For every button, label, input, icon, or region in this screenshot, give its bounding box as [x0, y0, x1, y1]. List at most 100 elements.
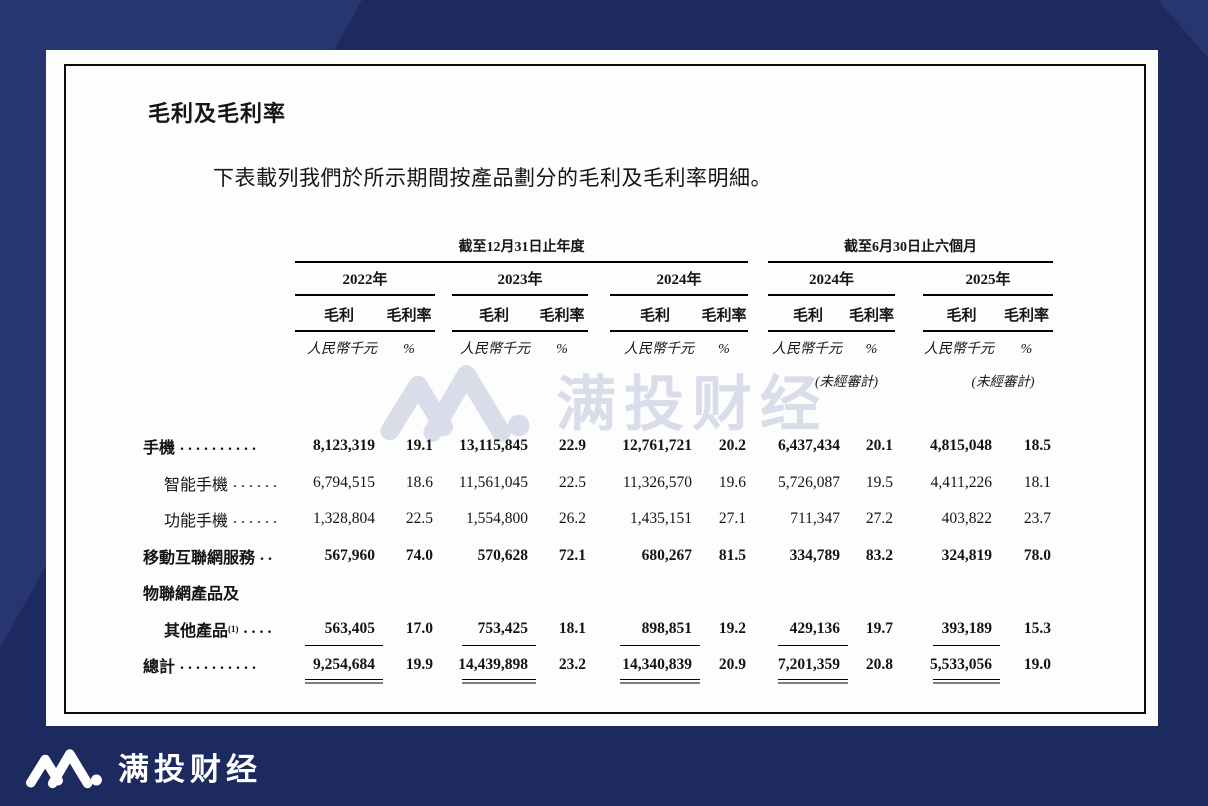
row-label: 物聯網產品及 — [143, 586, 240, 604]
unit-label-percent: % — [1020, 342, 1033, 357]
unit-label-percent: % — [865, 342, 878, 357]
gross-profit-value: 403,822 — [941, 510, 992, 528]
gross-margin-value: 19.7 — [865, 619, 893, 637]
gross-margin-value: 83.2 — [865, 546, 893, 564]
col-header-margin: 毛利率 — [700, 296, 748, 332]
unit-label-percent: % — [556, 342, 568, 357]
unit-label-rmb: 人民幣千元 — [307, 342, 377, 357]
gross-margin-value: 19.1 — [405, 437, 433, 455]
col-header-gross-profit: 毛利 — [295, 296, 383, 332]
gross-margin-value: 17.0 — [405, 619, 433, 637]
gross-margin-value: 81.5 — [718, 546, 746, 564]
gross-profit-value: 711,347 — [790, 510, 840, 528]
gross-profit-value: 429,136 — [768, 611, 848, 648]
gross-margin-value: 19.0 — [1023, 656, 1051, 674]
gross-profit-value: 9,254,684 — [295, 647, 383, 684]
gross-profit-value: 4,411,226 — [930, 473, 992, 491]
year-header-2024: 2024年 — [610, 263, 748, 296]
row-label: 智能手機...... — [164, 473, 282, 494]
gross-profit-value: 11,326,570 — [622, 473, 692, 491]
col-header-margin: 毛利率 — [536, 296, 588, 332]
document-page-border — [64, 64, 1146, 714]
gross-margin-value: 19.5 — [865, 473, 893, 491]
brand-mountain-logo-watermark-icon — [380, 364, 530, 442]
gross-profit-value: 6,437,434 — [778, 437, 840, 455]
gross-margin-value: 19.6 — [718, 473, 746, 491]
intro-paragraph: 下表載列我們於所示期間按產品劃分的毛利及毛利率明細。 — [213, 166, 772, 190]
gross-margin-value: 23.2 — [558, 656, 586, 674]
gross-margin-value: 18.6 — [405, 473, 433, 491]
gross-margin-value: 18.1 — [1023, 473, 1051, 491]
col-header-margin: 毛利率 — [383, 296, 435, 332]
footer-brand-text: 满投财经 — [118, 752, 262, 787]
unit-label-rmb: 人民幣千元 — [772, 342, 842, 357]
gross-profit-value: 324,819 — [941, 546, 992, 564]
section-title: 毛利及毛利率 — [148, 101, 287, 126]
gross-profit-value: 4,815,048 — [930, 437, 992, 455]
row-label: 手機.......... — [143, 437, 261, 458]
gross-profit-value: 14,439,898 — [452, 647, 536, 684]
gross-profit-value: 393,189 — [923, 611, 1000, 648]
gross-margin-value: 20.8 — [865, 656, 893, 674]
col-header-gross-profit: 毛利 — [768, 296, 848, 332]
watermark: 满投财经 — [376, 356, 828, 443]
watermark-brand-text: 满投财经 — [556, 371, 828, 438]
period-header-annual: 截至12月31日止年度 — [295, 237, 748, 263]
col-header-margin: 毛利率 — [1000, 296, 1053, 332]
gross-margin-value: 18.5 — [1023, 437, 1051, 455]
unit-label-rmb: 人民幣千元 — [460, 342, 530, 357]
gross-profit-value: 11,561,045 — [458, 473, 528, 491]
year-header-2023: 2023年 — [452, 263, 588, 296]
col-header-gross-profit: 毛利 — [610, 296, 700, 332]
gross-margin-value: 20.9 — [718, 656, 746, 674]
gross-profit-value: 7,201,359 — [768, 647, 848, 684]
gross-margin-value: 22.5 — [558, 473, 586, 491]
gross-margin-value: 26.2 — [558, 510, 586, 528]
row-label: 功能手機...... — [164, 510, 282, 531]
gross-margin-value: 22.5 — [405, 510, 433, 528]
gross-margin-value: 78.0 — [1023, 546, 1051, 564]
gross-margin-value: 19.2 — [718, 619, 746, 637]
row-label: 其他產品 (1).... — [164, 619, 276, 640]
unit-label-percent: % — [403, 342, 415, 357]
year-header-2025-h1: 2025年 — [923, 263, 1053, 296]
document-page: 毛利及毛利率 下表載列我們於所示期間按產品劃分的毛利及毛利率明細。 满投财经 截… — [46, 50, 1158, 726]
gross-margin-value: 22.9 — [558, 437, 586, 455]
gross-margin-value: 27.1 — [718, 510, 746, 528]
gross-margin-value: 20.2 — [718, 437, 746, 455]
gross-margin-value: 72.1 — [558, 546, 586, 564]
gross-profit-value: 5,533,056 — [923, 647, 1000, 684]
gross-margin-value: 15.3 — [1023, 619, 1051, 637]
gross-profit-value: 12,761,721 — [622, 437, 692, 455]
gross-profit-value: 898,851 — [610, 611, 700, 648]
row-label: 總計.......... — [143, 656, 261, 677]
col-header-gross-profit: 毛利 — [452, 296, 536, 332]
gross-profit-value: 5,726,087 — [778, 473, 840, 491]
col-header-margin: 毛利率 — [848, 296, 895, 332]
gross-profit-value: 1,554,800 — [466, 510, 528, 528]
gross-margin-value: 23.7 — [1023, 510, 1051, 528]
gross-profit-value: 8,123,319 — [313, 437, 375, 455]
unaudited-note: (未經審計) — [815, 374, 878, 389]
gross-profit-value: 680,267 — [641, 546, 692, 564]
gross-margin-value: 20.1 — [865, 437, 893, 455]
gross-profit-value: 563,405 — [295, 611, 383, 648]
gross-profit-value: 6,794,515 — [313, 473, 375, 491]
gross-margin-value: 19.9 — [405, 656, 433, 674]
col-header-gross-profit: 毛利 — [923, 296, 1000, 332]
gross-margin-value: 18.1 — [558, 619, 586, 637]
gross-margin-value: 27.2 — [865, 510, 893, 528]
gross-profit-value: 567,960 — [324, 546, 375, 564]
gross-profit-value: 1,435,151 — [630, 510, 692, 528]
gross-margin-value: 74.0 — [405, 546, 433, 564]
gross-profit-value: 753,425 — [452, 611, 536, 648]
gross-profit-value: 1,328,804 — [313, 510, 375, 528]
row-label: 移動互聯網服務.. — [143, 546, 277, 567]
footer-brand: 满投财经 — [24, 744, 262, 789]
year-header-2024-h1: 2024年 — [768, 263, 895, 296]
gross-profit-value: 14,340,839 — [610, 647, 700, 684]
unit-label-rmb: 人民幣千元 — [924, 342, 994, 357]
period-header-halfyear: 截至6月30日止六個月 — [768, 237, 1053, 263]
gross-profit-value: 13,115,845 — [459, 437, 528, 455]
